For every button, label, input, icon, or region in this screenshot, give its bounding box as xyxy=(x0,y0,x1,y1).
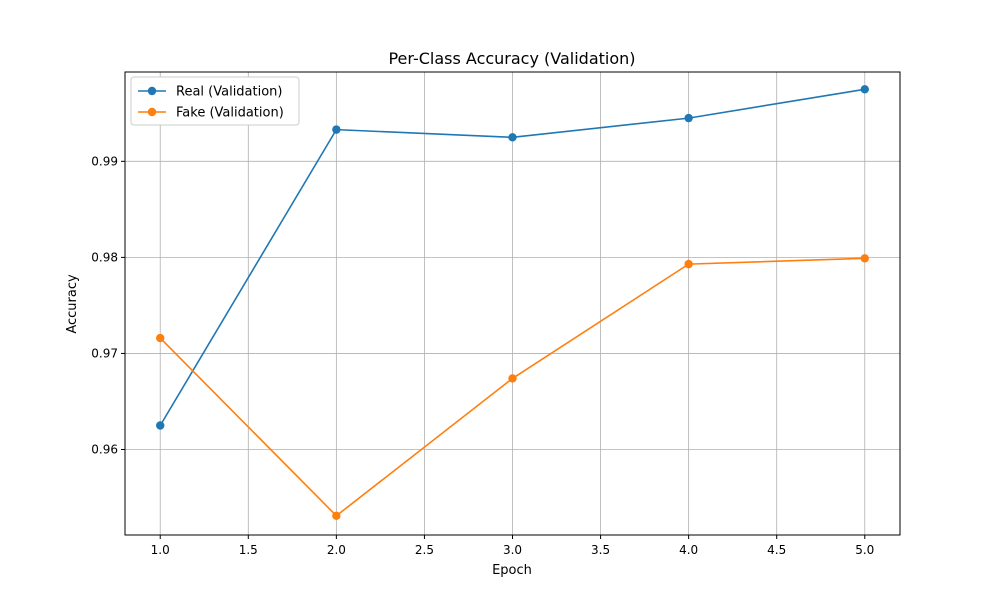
legend-entry: Real (Validation) xyxy=(138,85,283,100)
legend-marker xyxy=(147,86,157,96)
y-tick-label: 0.97 xyxy=(91,346,118,360)
data-point xyxy=(860,254,869,263)
legend-entries: Real (Validation) Fake (Validation) xyxy=(138,85,284,121)
x-tick-label: 3.0 xyxy=(503,543,522,557)
data-point xyxy=(156,421,165,430)
legend-box xyxy=(130,76,300,126)
series-2 xyxy=(156,254,869,520)
data-point xyxy=(684,259,693,269)
data-point xyxy=(332,511,341,520)
x-tick-label: 3.5 xyxy=(591,543,610,557)
series-group xyxy=(156,85,869,520)
data-point xyxy=(860,85,869,94)
axis-ticks: 1.0 1.5 2.0 2.5 3.0 3.5 4.0 4.5 5.0 0.96 0.97 0.98 0… xyxy=(91,154,874,557)
legend-label: Real (Validation) xyxy=(176,85,283,100)
data-point xyxy=(156,333,165,343)
y-tick-label: 0.99 xyxy=(91,154,118,168)
data-point xyxy=(508,133,517,142)
x-tick-label: 4.5 xyxy=(767,543,786,557)
y-axis-label: Accuracy xyxy=(65,274,80,334)
x-tick-label: 1.5 xyxy=(239,543,258,557)
chart-title: Per-Class Accuracy (Validation) xyxy=(388,49,635,68)
grid xyxy=(125,72,900,535)
series-1 xyxy=(156,85,869,430)
y-tick-label: 0.98 xyxy=(91,250,118,264)
x-tick-label: 2.0 xyxy=(327,543,346,557)
data-point xyxy=(508,374,517,383)
data-point xyxy=(684,113,693,123)
x-axis-label: Epoch xyxy=(492,563,532,578)
x-tick-label: 1.0 xyxy=(151,543,170,557)
legend-marker xyxy=(147,107,157,117)
x-tick-label: 4.0 xyxy=(679,543,698,557)
x-tick-label: 2.5 xyxy=(415,543,434,557)
legend-label: Fake (Validation) xyxy=(176,106,284,121)
y-tick-label: 0.96 xyxy=(91,443,118,457)
legend: Real (Validation) Fake (Validation) xyxy=(130,76,300,126)
data-point xyxy=(332,125,341,134)
legend-entry: Fake (Validation) xyxy=(138,106,284,121)
x-tick-label: 5.0 xyxy=(855,543,874,557)
